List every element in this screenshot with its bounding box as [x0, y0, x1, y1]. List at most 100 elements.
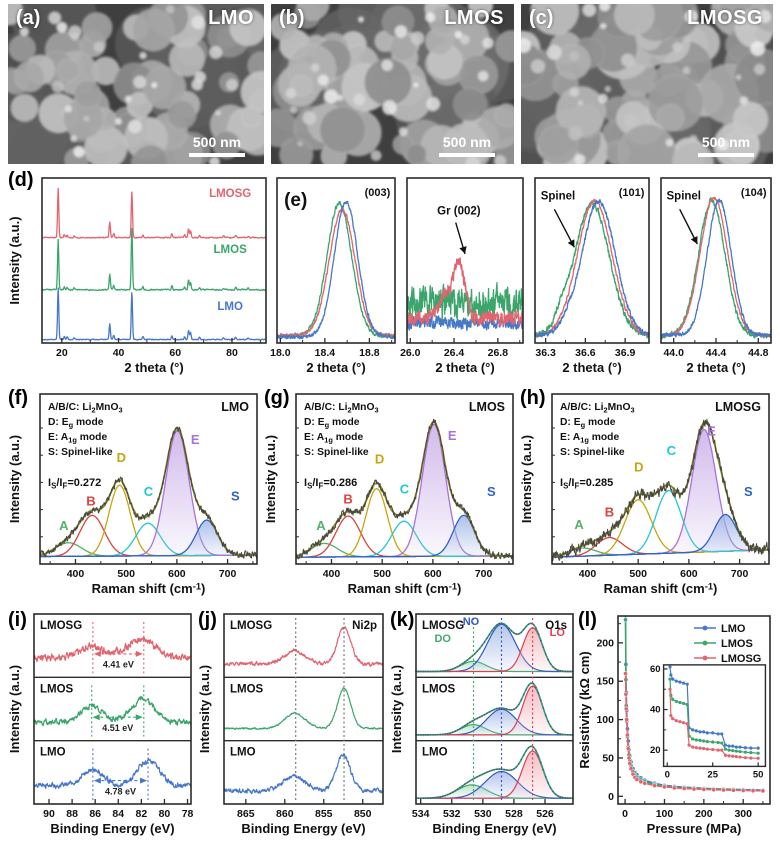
- panel-i-xps-mn3p: (i) 4.41 eV LMOSG 4.51 eV LMOS 4.78 eV LMO 90 8…: [7, 610, 194, 848]
- svg-text:LMOSG: LMOSG: [230, 620, 272, 632]
- svg-text:2 theta (°): 2 theta (°): [686, 360, 745, 375]
- svg-text:IS/IF=0.272: IS/IF=0.272: [48, 477, 101, 491]
- sample-label-lmos: LMOS: [444, 7, 504, 29]
- svg-text:LMO: LMO: [230, 747, 256, 759]
- xrd-pattern-chart: LMO LMOS LMOSG 20 40 60 80 2 theta (°) Intensity…: [7, 177, 267, 375]
- svg-text:LMOSG: LMOSG: [40, 620, 82, 632]
- svg-text:400: 400: [323, 568, 341, 580]
- xps-o1s-chart: LMOSG LMOS LMO O1s DO NO LO 534 532 530 528 526Bind…: [389, 613, 574, 836]
- scale-bar-line: [698, 153, 754, 157]
- svg-text:A: A: [316, 518, 326, 533]
- svg-text:D: Eg mode: D: Eg mode: [304, 417, 360, 430]
- panel-e-spinel101: 36.3 36.6 36.9 2 theta (°) Spinel (101): [530, 170, 652, 385]
- svg-text:DO: DO: [434, 633, 451, 645]
- svg-text:D: Eg mode: D: Eg mode: [560, 417, 616, 430]
- panel-l-resistivity: (l) LMO LMOS LMOSG 0 25 50 20 40 60 0 100 200 300 Pre…: [577, 610, 774, 848]
- svg-text:NO: NO: [463, 616, 480, 628]
- svg-text:26.8: 26.8: [488, 347, 509, 359]
- panel-letter-b: (b): [279, 7, 305, 29]
- svg-text:Intensity (a.u.): Intensity (a.u.): [519, 435, 534, 523]
- resistivity-pressure-chart: LMO LMOS LMOSG 0 25 50 20 40 60 0 100 200 300Pressur…: [577, 615, 771, 836]
- panel-letter-d: (d): [8, 169, 34, 191]
- svg-text:O1s: O1s: [545, 620, 567, 632]
- svg-text:Binding Energy (eV): Binding Energy (eV): [432, 821, 556, 836]
- xrd-zoom-gr002-chart: 26.0 26.4 26.82 theta (°) Gr (002): [400, 177, 524, 375]
- panel-e-003: 18.0 18.4 18.8 2 theta (°) (e) (003): [270, 170, 398, 385]
- panel-letter-j: (j): [198, 609, 217, 631]
- panel-d-xrd: (d) LMO LMOS LMOSG 20 40 60 80 2 theta (°) Inten…: [7, 169, 268, 385]
- svg-text:0: 0: [622, 808, 628, 820]
- svg-text:700: 700: [475, 568, 493, 580]
- svg-text:530: 530: [474, 808, 492, 820]
- svg-text:(101): (101): [619, 187, 645, 199]
- panel-letter-h: (h): [520, 387, 546, 409]
- svg-text:600: 600: [168, 568, 186, 580]
- svg-text:A: A: [574, 517, 584, 532]
- svg-text:S: S: [231, 488, 240, 503]
- svg-text:300: 300: [734, 808, 752, 820]
- svg-text:Gr (002): Gr (002): [437, 205, 481, 217]
- svg-text:S: S: [487, 484, 496, 499]
- svg-text:Intensity (a.u.): Intensity (a.u.): [7, 665, 22, 753]
- svg-text:A/B/C: Li2MnO3: A/B/C: Li2MnO3: [560, 402, 635, 415]
- svg-text:(e): (e): [284, 190, 307, 211]
- svg-text:40: 40: [650, 705, 661, 716]
- svg-text:Binding Energy (eV): Binding Energy (eV): [50, 821, 174, 836]
- scale-bar-text: 500 nm: [192, 134, 242, 150]
- svg-text:200: 200: [596, 637, 614, 649]
- panel-letter-c: (c): [529, 7, 554, 29]
- svg-text:26.0: 26.0: [400, 347, 421, 359]
- svg-text:36.9: 36.9: [615, 347, 636, 359]
- svg-text:36.3: 36.3: [535, 347, 556, 359]
- svg-text:Pressure (MPa): Pressure (MPa): [647, 821, 742, 836]
- svg-text:B: B: [605, 504, 614, 519]
- svg-text:LMOS: LMOS: [721, 638, 753, 650]
- svg-text:4.78 eV: 4.78 eV: [105, 786, 136, 796]
- svg-text:C: C: [400, 481, 410, 496]
- svg-text:LMO: LMO: [721, 623, 746, 635]
- svg-text:532: 532: [443, 808, 461, 820]
- svg-text:82: 82: [136, 808, 148, 820]
- svg-text:LO: LO: [550, 627, 566, 639]
- svg-text:C: C: [144, 484, 154, 499]
- svg-text:S: Spinel-like: S: Spinel-like: [48, 447, 113, 458]
- xrd-zoom-104-chart: 44.0 44.4 44.82 theta (°) Spinel (104): [660, 177, 772, 375]
- svg-text:S: Spinel-like: S: Spinel-like: [304, 447, 369, 458]
- svg-text:Binding Energy (eV): Binding Energy (eV): [241, 821, 365, 836]
- panel-h-raman-lmosg: (h) A B D C E S A/B/C: Li2MnO3 D: Eg mode E: A1g…: [519, 387, 772, 606]
- svg-text:E: E: [707, 424, 716, 439]
- svg-text:44.0: 44.0: [663, 347, 684, 359]
- svg-text:80: 80: [159, 808, 171, 820]
- svg-text:20: 20: [650, 745, 661, 756]
- svg-text:D: D: [117, 450, 126, 465]
- svg-text:78: 78: [182, 808, 194, 820]
- svg-text:Intensity (a.u.): Intensity (a.u.): [7, 435, 22, 523]
- svg-text:88: 88: [66, 808, 78, 820]
- svg-text:50: 50: [602, 752, 614, 764]
- panel-g-raman-lmos: (g) A B D C E S A/B/C: Li2MnO3 D: Eg mode E: A1g…: [263, 388, 516, 606]
- svg-text:Intensity (a.u.): Intensity (a.u.): [263, 435, 278, 523]
- svg-text:E: E: [191, 432, 200, 447]
- svg-text:700: 700: [219, 568, 237, 580]
- svg-text:Raman shift (cm-1): Raman shift (cm-1): [348, 581, 462, 596]
- svg-text:100: 100: [656, 808, 674, 820]
- svg-text:150: 150: [596, 676, 614, 688]
- scale-bar: 500 nm: [432, 134, 502, 157]
- panel-f-raman-lmo: (f) A B D C E S A/B/C: Li2MnO3 D: Eg mode E: A1g…: [7, 387, 260, 606]
- svg-text:4.41 eV: 4.41 eV: [103, 660, 134, 670]
- svg-text:26.4: 26.4: [444, 347, 465, 359]
- svg-text:Raman shift (cm-1): Raman shift (cm-1): [604, 581, 718, 596]
- svg-text:0: 0: [665, 769, 670, 780]
- svg-text:2 theta (°): 2 theta (°): [435, 360, 494, 375]
- panel-letter-f: (f): [8, 387, 28, 409]
- svg-text:D: Eg mode: D: Eg mode: [48, 417, 104, 430]
- scale-bar-text: 500 nm: [442, 134, 492, 150]
- svg-text:44.8: 44.8: [748, 347, 769, 359]
- svg-text:600: 600: [680, 568, 698, 580]
- svg-text:600: 600: [424, 568, 442, 580]
- scale-bar-line: [439, 153, 495, 157]
- svg-text:850: 850: [354, 808, 372, 820]
- svg-text:2 theta (°): 2 theta (°): [306, 360, 365, 375]
- svg-text:90: 90: [43, 808, 55, 820]
- svg-text:E: E: [448, 428, 457, 443]
